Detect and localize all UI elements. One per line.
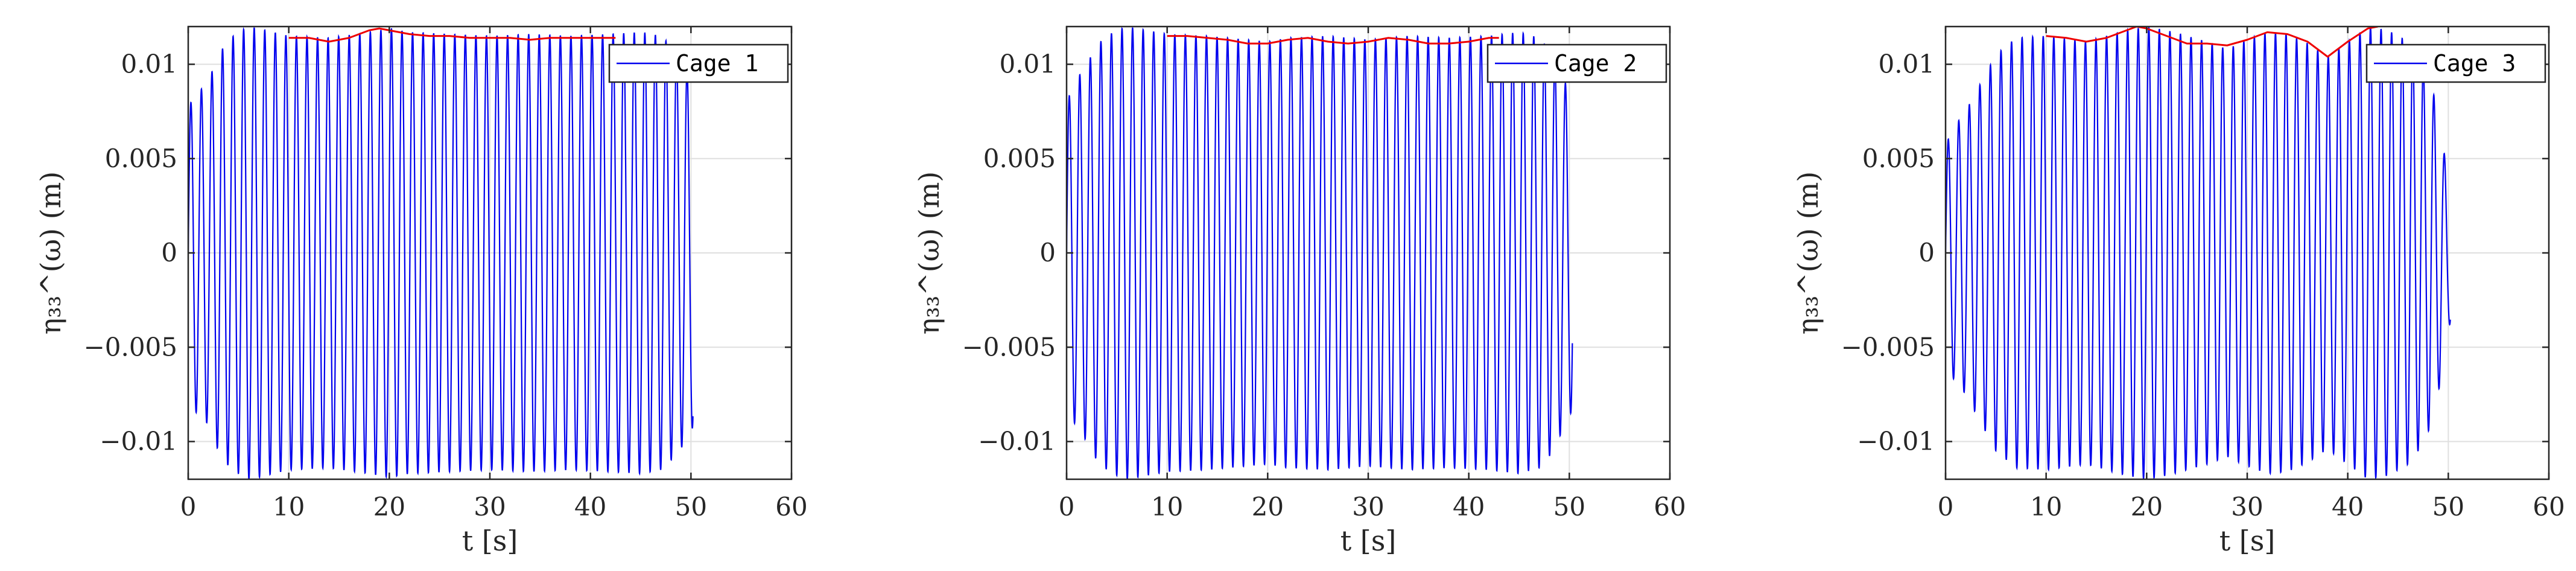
y-tick-label: 0 xyxy=(161,238,177,267)
y-tick-label: 0.005 xyxy=(983,144,1056,173)
y-tick-label: −0.005 xyxy=(962,332,1056,362)
plot-area xyxy=(1946,27,2451,479)
y-tick-label: −0.005 xyxy=(84,332,177,362)
series-line xyxy=(1946,27,2451,479)
series-line xyxy=(188,27,694,479)
y-axis-label: η₃₃^(ω) (m) xyxy=(34,171,67,335)
x-axis-label: t [s] xyxy=(462,525,518,557)
x-tick-label: 50 xyxy=(675,492,707,522)
x-axis-label: t [s] xyxy=(2219,525,2276,557)
x-tick-label: 10 xyxy=(2030,492,2062,522)
x-tick-label: 50 xyxy=(2432,492,2464,522)
legend-label: Cage 3 xyxy=(2433,50,2516,77)
x-tick-label: 30 xyxy=(474,492,506,522)
y-tick-label: 0.01 xyxy=(1878,49,1935,79)
subplot-cage-3: 0 10 20 30 40 50 60 −0.01 −0.005 0 0.005 0.01 t [s]… xyxy=(1792,25,2565,557)
x-tick-label: 20 xyxy=(373,492,405,522)
ticks: 0 10 20 30 40 50 60 −0.01 −0.005 0 0.005 0.01 xyxy=(84,27,808,522)
y-axis-label: η₃₃^(ω) (m) xyxy=(1792,171,1824,335)
y-tick-label: 0.005 xyxy=(105,144,177,173)
envelope-line xyxy=(288,27,616,43)
x-tick-label: 0 xyxy=(1059,492,1075,522)
legend-label: Cage 2 xyxy=(1554,50,1637,77)
subplot-cage-1: 0 10 20 30 40 50 60 −0.01 −0.005 0 0.005 0.01 t [s]… xyxy=(34,25,808,557)
envelope-line xyxy=(1167,35,1499,45)
ticks: 0 10 20 30 40 50 60 −0.01 −0.005 0 0.005 0.01 xyxy=(1841,27,2565,522)
x-tick-label: 0 xyxy=(1938,492,1954,522)
y-tick-label: 0.005 xyxy=(1862,144,1935,173)
x-tick-label: 0 xyxy=(180,492,197,522)
x-tick-label: 60 xyxy=(2533,492,2565,522)
y-tick-label: 0.01 xyxy=(999,49,1056,79)
y-tick-label: 0 xyxy=(1918,238,1935,267)
envelope-line xyxy=(2046,27,2378,58)
y-axis-label: η₃₃^(ω) (m) xyxy=(913,171,945,335)
legend: Cage 1 xyxy=(608,43,789,83)
x-tick-label: 10 xyxy=(273,492,305,522)
series-line xyxy=(1067,27,1573,479)
x-axis-label: t [s] xyxy=(1340,525,1397,557)
legend: Cage 3 xyxy=(2365,43,2546,83)
x-tick-label: 10 xyxy=(1151,492,1183,522)
x-tick-label: 40 xyxy=(1453,492,1485,522)
x-tick-label: 30 xyxy=(2231,492,2263,522)
legend-label: Cage 1 xyxy=(676,50,758,77)
plot-area xyxy=(188,27,694,479)
y-tick-label: 0 xyxy=(1039,238,1056,267)
x-tick-label: 60 xyxy=(775,492,807,522)
plot-area xyxy=(1067,27,1573,479)
ticks: 0 10 20 30 40 50 60 −0.01 −0.005 0 0.005 0.01 xyxy=(962,27,1686,522)
y-tick-label: 0.01 xyxy=(121,49,177,79)
x-tick-label: 20 xyxy=(2131,492,2163,522)
x-tick-label: 40 xyxy=(574,492,606,522)
subplot-cage-2: 0 10 20 30 40 50 60 −0.01 −0.005 0 0.005 0.01 t [s]… xyxy=(913,25,1686,557)
legend: Cage 2 xyxy=(1486,43,1667,83)
x-tick-label: 50 xyxy=(1553,492,1585,522)
y-tick-label: −0.01 xyxy=(100,427,177,456)
y-tick-label: −0.01 xyxy=(1857,427,1935,456)
y-tick-label: −0.01 xyxy=(978,427,1056,456)
x-tick-label: 40 xyxy=(2332,492,2364,522)
x-tick-label: 20 xyxy=(1252,492,1284,522)
y-tick-label: −0.005 xyxy=(1841,332,1935,362)
x-tick-label: 60 xyxy=(1654,492,1686,522)
x-tick-label: 30 xyxy=(1352,492,1384,522)
